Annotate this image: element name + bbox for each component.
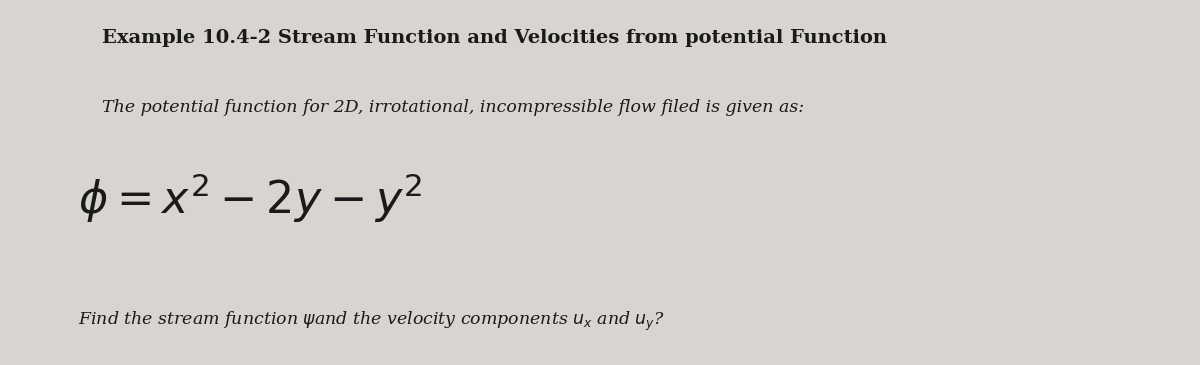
Text: The potential function for 2D, irrotational, incompressible flow filed is given : The potential function for 2D, irrotatio… [102,99,804,116]
Text: $\phi = x^2 - 2y - y^2$: $\phi = x^2 - 2y - y^2$ [78,172,422,225]
Text: Example 10.4-2 Stream Function and Velocities from potential Function: Example 10.4-2 Stream Function and Veloc… [102,29,887,47]
Text: Find the stream function $\psi$and the velocity components $u_x$ and $u_y$?: Find the stream function $\psi$and the v… [78,310,665,334]
